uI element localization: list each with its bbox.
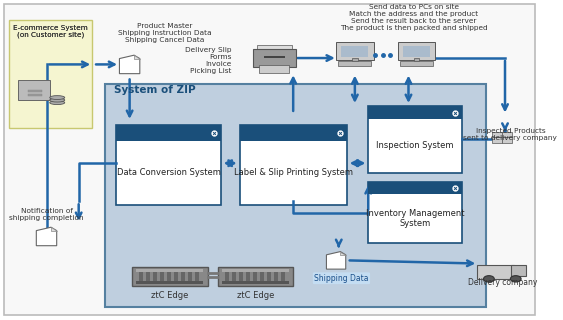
FancyBboxPatch shape <box>139 271 144 283</box>
FancyBboxPatch shape <box>28 90 42 92</box>
FancyBboxPatch shape <box>160 271 164 283</box>
FancyBboxPatch shape <box>240 125 347 141</box>
FancyBboxPatch shape <box>225 271 229 283</box>
FancyBboxPatch shape <box>338 61 372 66</box>
FancyBboxPatch shape <box>232 271 236 283</box>
FancyBboxPatch shape <box>336 43 374 60</box>
FancyBboxPatch shape <box>222 269 289 272</box>
Text: E-commerce System
(on Customer site): E-commerce System (on Customer site) <box>13 25 88 38</box>
FancyBboxPatch shape <box>105 84 486 307</box>
Text: Delivery company: Delivery company <box>468 278 537 287</box>
FancyBboxPatch shape <box>368 106 462 173</box>
Polygon shape <box>36 227 57 246</box>
FancyBboxPatch shape <box>116 125 221 141</box>
FancyBboxPatch shape <box>260 65 289 73</box>
Text: Data Conversion System: Data Conversion System <box>117 168 221 177</box>
FancyBboxPatch shape <box>245 271 250 283</box>
Ellipse shape <box>50 101 65 105</box>
FancyBboxPatch shape <box>146 271 150 283</box>
Text: Inspection System: Inspection System <box>377 141 454 150</box>
Text: Delivery Slip
Forms
Invoice
Picking List: Delivery Slip Forms Invoice Picking List <box>185 47 231 74</box>
FancyBboxPatch shape <box>511 266 526 276</box>
FancyBboxPatch shape <box>274 271 278 283</box>
FancyBboxPatch shape <box>240 125 347 204</box>
FancyBboxPatch shape <box>218 267 293 286</box>
Polygon shape <box>51 227 57 231</box>
FancyBboxPatch shape <box>116 125 221 204</box>
FancyBboxPatch shape <box>400 61 433 66</box>
FancyBboxPatch shape <box>132 267 208 286</box>
Text: Inventory Management
System: Inventory Management System <box>366 209 464 228</box>
FancyBboxPatch shape <box>253 50 296 67</box>
FancyBboxPatch shape <box>181 271 185 283</box>
FancyBboxPatch shape <box>136 269 203 272</box>
FancyBboxPatch shape <box>257 45 292 53</box>
Text: Inspected Products
sent to delivery company: Inspected Products sent to delivery comp… <box>463 128 557 141</box>
FancyBboxPatch shape <box>188 271 192 283</box>
FancyBboxPatch shape <box>3 4 534 315</box>
FancyBboxPatch shape <box>195 271 199 283</box>
FancyBboxPatch shape <box>341 46 368 57</box>
FancyBboxPatch shape <box>253 271 257 283</box>
Circle shape <box>511 276 521 282</box>
FancyBboxPatch shape <box>239 271 243 283</box>
FancyBboxPatch shape <box>403 46 430 57</box>
FancyBboxPatch shape <box>9 20 92 128</box>
Text: ztC Edge: ztC Edge <box>237 292 274 300</box>
Text: Product Master
Shipping Instruction Data
Shipping Cancel Data: Product Master Shipping Instruction Data… <box>118 23 211 43</box>
FancyBboxPatch shape <box>368 182 462 243</box>
FancyBboxPatch shape <box>18 80 50 100</box>
Text: Notification of
shipping completion: Notification of shipping completion <box>9 208 84 221</box>
Text: Shipping Data: Shipping Data <box>314 274 369 283</box>
FancyBboxPatch shape <box>222 281 289 284</box>
Polygon shape <box>134 55 140 59</box>
FancyBboxPatch shape <box>260 271 264 283</box>
FancyBboxPatch shape <box>280 271 285 283</box>
Polygon shape <box>119 55 140 74</box>
FancyBboxPatch shape <box>414 58 419 61</box>
FancyBboxPatch shape <box>28 94 42 96</box>
FancyBboxPatch shape <box>368 182 462 195</box>
FancyBboxPatch shape <box>492 137 502 143</box>
Text: Label & Slip Printing System: Label & Slip Printing System <box>234 168 352 177</box>
Circle shape <box>484 276 494 282</box>
Text: Send data to PCs on site
Match the address and the product
Send the result back : Send data to PCs on site Match the addre… <box>340 4 488 31</box>
FancyBboxPatch shape <box>167 271 171 283</box>
Text: System of ZIP: System of ZIP <box>114 85 195 95</box>
Ellipse shape <box>50 98 65 102</box>
FancyBboxPatch shape <box>477 265 514 278</box>
Polygon shape <box>327 252 346 269</box>
FancyBboxPatch shape <box>397 43 435 60</box>
Text: E-commerce System
(on Customer site): E-commerce System (on Customer site) <box>13 25 88 38</box>
FancyBboxPatch shape <box>174 271 178 283</box>
FancyBboxPatch shape <box>267 271 271 283</box>
FancyBboxPatch shape <box>136 281 203 284</box>
FancyBboxPatch shape <box>492 132 502 137</box>
Text: ztC Edge: ztC Edge <box>151 292 189 300</box>
Polygon shape <box>340 252 346 255</box>
FancyBboxPatch shape <box>502 132 512 137</box>
FancyBboxPatch shape <box>502 137 512 143</box>
FancyBboxPatch shape <box>153 271 157 283</box>
FancyBboxPatch shape <box>352 58 358 61</box>
FancyBboxPatch shape <box>368 106 462 119</box>
Ellipse shape <box>50 96 65 100</box>
FancyBboxPatch shape <box>263 56 285 58</box>
